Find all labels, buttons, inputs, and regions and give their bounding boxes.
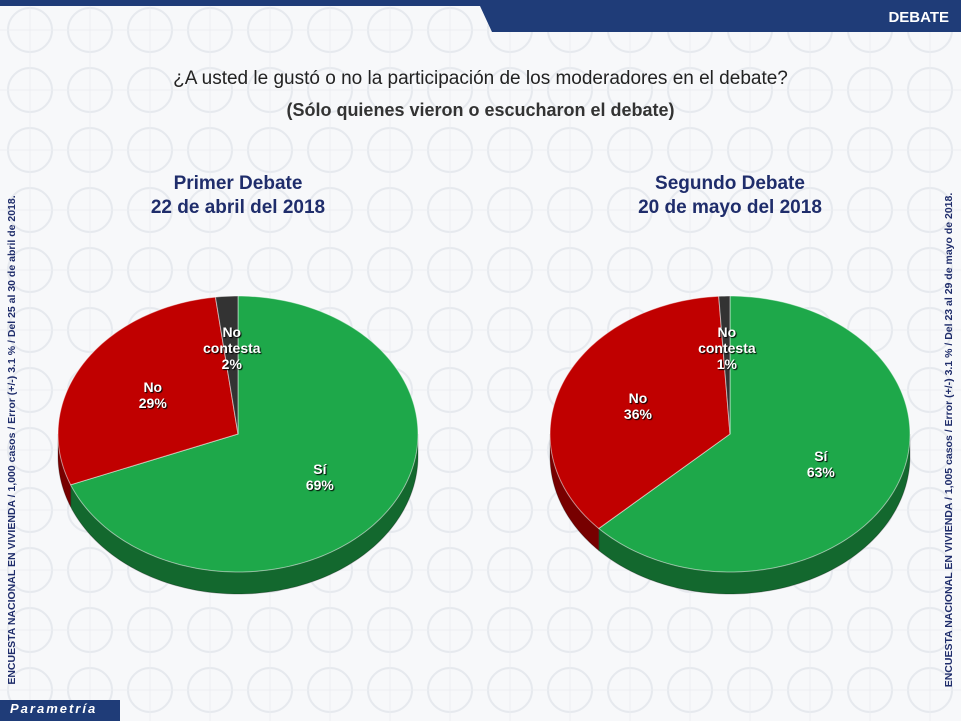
- pie-slice: [597, 295, 911, 573]
- chart-title: Segundo Debate: [655, 173, 805, 194]
- slice-value: 63%: [806, 464, 835, 481]
- pie-slice: [214, 295, 239, 435]
- slice-category: No contesta: [202, 324, 261, 357]
- slice-label: No 29%: [113, 379, 193, 411]
- left-note: ENCUESTA NACIONAL EN VIVIENDA / 1,000 ca…: [6, 195, 18, 685]
- title: ¿A usted le gustó o no la participación …: [173, 68, 788, 89]
- footer-box: [0, 700, 120, 721]
- header: DEBATE: [888, 9, 949, 26]
- slice-label: Sí 69%: [280, 461, 360, 493]
- subtitle: (Sólo quienes vieron o escucharon el deb…: [286, 100, 675, 120]
- slice-category: No: [143, 379, 163, 396]
- top-bar: [0, 0, 961, 6]
- slice-value: 1%: [716, 356, 737, 373]
- header-tab: [480, 6, 961, 32]
- slice-label: Sí 63%: [781, 448, 861, 480]
- pie-slice: [549, 295, 731, 530]
- chart-title-block: Primer Debate 22 de abril del 2018: [88, 172, 388, 220]
- chart-title: Primer Debate: [173, 173, 303, 194]
- slice-category: No: [628, 390, 648, 407]
- chart-title-block: Segundo Debate 20 de mayo del 2018: [580, 172, 880, 220]
- pie-slice: [718, 295, 731, 435]
- chart-subtitle: 22 de abril del 2018: [150, 197, 326, 218]
- pie-slice: [57, 296, 239, 486]
- slice-label: No contesta 2%: [192, 324, 272, 372]
- slice-value: 69%: [305, 476, 334, 493]
- slice-value: 2%: [221, 356, 242, 373]
- slice-value: 36%: [623, 406, 652, 423]
- slice-label: No 36%: [598, 390, 678, 422]
- right-note: ENCUESTA NACIONAL EN VIVIENDA / 1,005 ca…: [943, 192, 955, 688]
- slice-category: Sí: [313, 460, 327, 477]
- footer: Parametría: [10, 701, 98, 716]
- chart-subtitle: 20 de mayo del 2018: [638, 197, 822, 218]
- pie-slice: [69, 295, 419, 573]
- slice-value: 29%: [138, 395, 167, 412]
- slice-label: No contesta 1%: [687, 324, 767, 372]
- slice-category: No contesta: [698, 324, 756, 357]
- slice-category: Sí: [814, 448, 828, 465]
